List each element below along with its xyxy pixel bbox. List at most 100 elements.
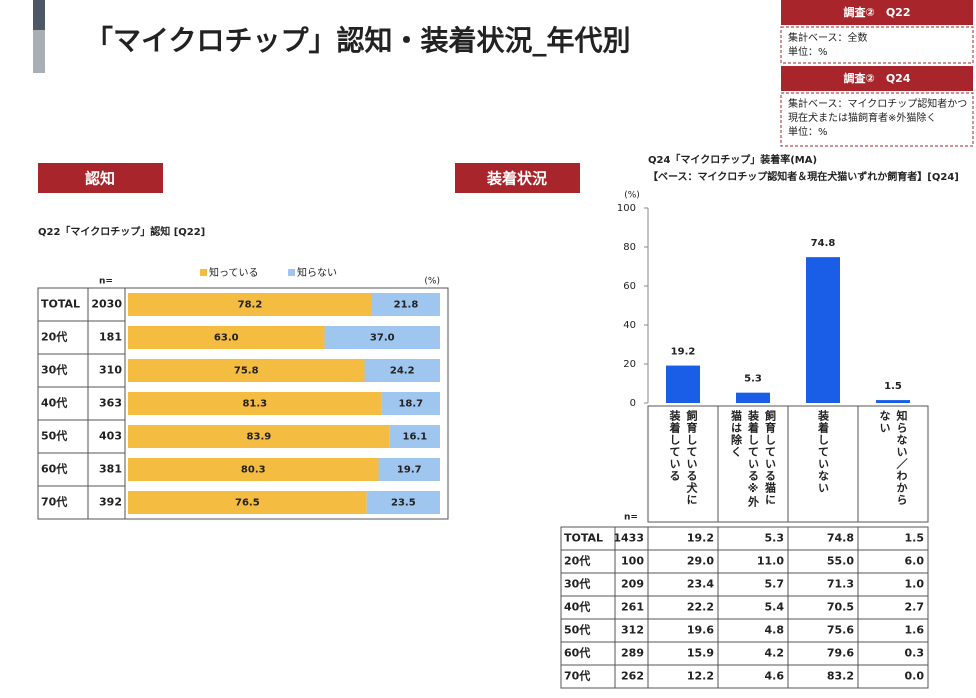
value-label: 19.2 xyxy=(671,347,696,358)
bar-segment xyxy=(128,293,372,316)
table-value: 1.5 xyxy=(905,532,925,545)
x-category-label: 知らない／わからない xyxy=(878,410,908,506)
value-label: 21.8 xyxy=(394,300,419,311)
note-text: 集計ベース：全数 xyxy=(788,31,868,44)
row-label: 50代 xyxy=(41,429,67,443)
table-value: 19.2 xyxy=(687,532,714,545)
bar-segment xyxy=(128,359,365,382)
bar-segment xyxy=(128,392,382,415)
n-value: 181 xyxy=(99,331,122,344)
bar xyxy=(736,392,770,403)
value-label: 83.9 xyxy=(247,432,272,443)
table-value: 29.0 xyxy=(687,555,714,568)
table-value: 4.2 xyxy=(765,647,785,660)
bar xyxy=(666,365,700,403)
chart-title: Q22「マイクロチップ」認知 [Q22] xyxy=(38,225,205,238)
x-category-label: 飼育している猫に装着している※外猫は除く xyxy=(729,410,777,508)
category-label-box: 飼育している猫に装着している※外猫は除く xyxy=(718,410,788,510)
y-tick-label: 40 xyxy=(623,320,636,331)
table-value: 55.0 xyxy=(827,555,854,568)
note-text: 現在犬または猫飼育者※外猫除く xyxy=(788,111,936,124)
chart-title: Q24「マイクロチップ」装着率(MA) xyxy=(648,153,817,166)
table-value: 23.4 xyxy=(687,578,714,591)
n-value: 403 xyxy=(99,430,122,443)
table-value: 11.0 xyxy=(757,555,784,568)
table-value: 5.7 xyxy=(765,578,785,591)
table-value: 100 xyxy=(621,555,644,568)
category-label-box: 飼育している犬に装着している xyxy=(648,410,718,510)
bar-segment xyxy=(128,326,325,349)
n-value: 381 xyxy=(99,463,122,476)
n-value: 2030 xyxy=(91,298,122,311)
table-frame xyxy=(560,526,929,689)
table-value: 1.6 xyxy=(905,624,925,637)
unit-label: (%) xyxy=(624,191,640,201)
value-label: 24.2 xyxy=(390,366,415,377)
value-label: 63.0 xyxy=(214,333,239,344)
y-tick-label: 20 xyxy=(623,359,636,370)
section-label-bg xyxy=(455,163,580,193)
note-header-bg xyxy=(781,66,973,91)
section-label: 認知 xyxy=(85,170,115,188)
value-label: 1.5 xyxy=(884,381,902,392)
category-label-box: 装着していない xyxy=(788,410,858,510)
row-label: 30代 xyxy=(41,363,67,377)
table-value: 4.8 xyxy=(765,624,785,637)
table-value: 22.2 xyxy=(687,601,714,614)
value-label: 23.5 xyxy=(391,498,416,509)
bar-segment xyxy=(128,491,367,514)
value-label: 74.8 xyxy=(811,238,836,249)
value-label: 76.5 xyxy=(235,498,260,509)
bar xyxy=(876,400,910,403)
n-label: n= xyxy=(624,513,638,523)
row-label: 20代 xyxy=(41,330,67,344)
category-cell xyxy=(857,405,929,523)
value-label: 19.7 xyxy=(397,465,422,476)
accent xyxy=(33,0,45,30)
note-header: 調査② Q22 xyxy=(844,5,911,19)
table-value: 75.6 xyxy=(827,624,854,637)
table-value: 19.6 xyxy=(687,624,714,637)
table-value: 74.8 xyxy=(827,532,854,545)
bar-segment xyxy=(389,425,440,448)
table-value: 5.3 xyxy=(765,532,785,545)
table-value: 15.9 xyxy=(687,647,714,660)
row-label: 40代 xyxy=(41,396,67,410)
table-value: 1.0 xyxy=(905,578,925,591)
value-label: 80.3 xyxy=(241,465,266,476)
table-value: 0.0 xyxy=(905,670,925,683)
table-value: 5.4 xyxy=(765,601,785,614)
note-header-bg xyxy=(781,0,973,25)
row-label: 70代 xyxy=(564,669,590,683)
table-value: 12.2 xyxy=(687,670,714,683)
bar-segment xyxy=(324,326,440,349)
table-value: 1433 xyxy=(613,532,644,545)
table-value: 312 xyxy=(621,624,644,637)
legend-label: 知らない xyxy=(297,266,337,279)
bar-segment xyxy=(366,491,440,514)
x-category-label: 飼育している犬に装着している xyxy=(668,410,698,506)
table-value: 4.6 xyxy=(765,670,785,683)
value-label: 37.0 xyxy=(370,333,395,344)
value-label: 18.7 xyxy=(398,399,423,410)
legend-label: 知っている xyxy=(209,266,259,279)
row-label: 60代 xyxy=(41,462,67,476)
note-text: 単位：% xyxy=(788,125,828,138)
table-value: 6.0 xyxy=(905,555,925,568)
row-label: TOTAL xyxy=(41,298,80,311)
note-text: 集計ベース：マイクロチップ認知者かつ xyxy=(788,97,967,110)
unit-label: (%) xyxy=(424,277,440,287)
legend-swatch xyxy=(288,269,295,276)
bar-segment xyxy=(128,425,390,448)
y-tick-label: 80 xyxy=(623,242,636,253)
table-value: 261 xyxy=(621,601,644,614)
value-label: 81.3 xyxy=(242,399,267,410)
table-value: 262 xyxy=(621,670,644,683)
y-tick-label: 100 xyxy=(617,203,636,214)
y-tick-label: 0 xyxy=(630,398,636,409)
table-value: 2.7 xyxy=(905,601,925,614)
value-label: 78.2 xyxy=(238,300,263,311)
row-label: 40代 xyxy=(564,600,590,614)
